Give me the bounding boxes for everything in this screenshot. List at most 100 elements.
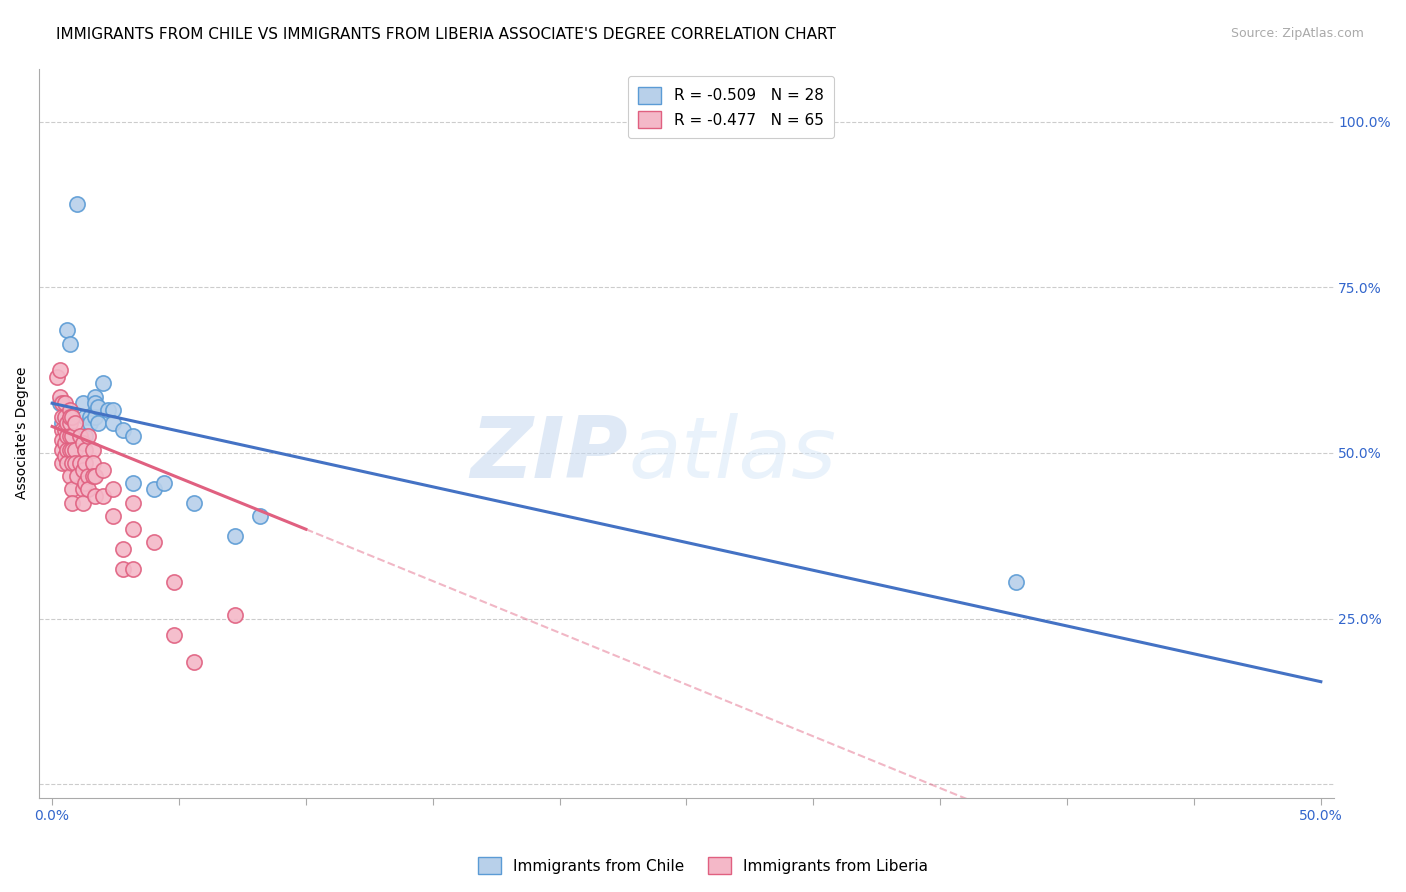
Point xyxy=(122,496,145,510)
Point xyxy=(56,429,79,443)
Point xyxy=(46,369,69,384)
Point xyxy=(249,508,271,523)
Point xyxy=(53,450,76,464)
Point xyxy=(72,496,94,510)
Point xyxy=(101,403,124,417)
Point xyxy=(53,423,76,437)
Legend: R = -0.509   N = 28, R = -0.477   N = 65: R = -0.509 N = 28, R = -0.477 N = 65 xyxy=(627,76,834,138)
Point xyxy=(97,403,120,417)
Point xyxy=(76,469,98,483)
Point xyxy=(69,429,91,443)
Point xyxy=(76,483,98,497)
Point xyxy=(56,323,79,337)
Point xyxy=(75,409,97,424)
Point xyxy=(51,456,73,470)
Point xyxy=(224,529,246,543)
Point xyxy=(53,396,76,410)
Point xyxy=(72,396,94,410)
Point xyxy=(101,483,124,497)
Point xyxy=(79,416,101,430)
Point xyxy=(56,442,79,457)
Point xyxy=(152,475,174,490)
Point xyxy=(60,429,83,443)
Point xyxy=(142,535,165,549)
Point xyxy=(60,456,83,470)
Point xyxy=(75,429,97,443)
Point xyxy=(91,462,114,476)
Point xyxy=(84,390,107,404)
Point xyxy=(53,409,76,424)
Point xyxy=(76,429,98,443)
Point xyxy=(82,442,104,457)
Legend: Immigrants from Chile, Immigrants from Liberia: Immigrants from Chile, Immigrants from L… xyxy=(472,851,934,880)
Point xyxy=(48,363,70,377)
Point xyxy=(87,416,110,430)
Point xyxy=(53,436,76,450)
Point xyxy=(60,496,83,510)
Point xyxy=(60,442,83,457)
Point xyxy=(59,469,82,483)
Point xyxy=(51,423,73,437)
Point xyxy=(224,608,246,623)
Point xyxy=(84,469,107,483)
Point xyxy=(48,390,70,404)
Text: ZIP: ZIP xyxy=(471,414,628,497)
Point xyxy=(59,429,82,443)
Point xyxy=(112,542,135,557)
Point xyxy=(75,475,97,490)
Point xyxy=(51,433,73,447)
Point xyxy=(63,456,86,470)
Point xyxy=(84,409,107,424)
Point xyxy=(87,400,110,414)
Point xyxy=(51,396,73,410)
Point xyxy=(101,416,124,430)
Point xyxy=(75,456,97,470)
Point xyxy=(56,416,79,430)
Point xyxy=(72,483,94,497)
Point xyxy=(84,489,107,503)
Point xyxy=(91,489,114,503)
Point xyxy=(122,475,145,490)
Point xyxy=(163,575,186,590)
Point xyxy=(63,416,86,430)
Point xyxy=(72,436,94,450)
Point xyxy=(60,483,83,497)
Point xyxy=(82,469,104,483)
Point xyxy=(122,429,145,443)
Point xyxy=(82,456,104,470)
Y-axis label: Associate's Degree: Associate's Degree xyxy=(15,367,30,500)
Point xyxy=(1005,575,1028,590)
Point xyxy=(51,416,73,430)
Point xyxy=(51,442,73,457)
Point xyxy=(122,522,145,536)
Point xyxy=(84,396,107,410)
Point xyxy=(112,562,135,576)
Text: atlas: atlas xyxy=(628,414,837,497)
Point xyxy=(75,442,97,457)
Point xyxy=(122,562,145,576)
Point xyxy=(59,416,82,430)
Text: Source: ZipAtlas.com: Source: ZipAtlas.com xyxy=(1230,27,1364,40)
Point xyxy=(51,409,73,424)
Point xyxy=(142,483,165,497)
Point xyxy=(66,197,89,211)
Point xyxy=(63,442,86,457)
Text: IMMIGRANTS FROM CHILE VS IMMIGRANTS FROM LIBERIA ASSOCIATE'S DEGREE CORRELATION : IMMIGRANTS FROM CHILE VS IMMIGRANTS FROM… xyxy=(56,27,837,42)
Point xyxy=(48,396,70,410)
Point xyxy=(101,508,124,523)
Point xyxy=(59,409,82,424)
Point xyxy=(79,409,101,424)
Point xyxy=(183,655,205,669)
Point xyxy=(112,423,135,437)
Point xyxy=(59,403,82,417)
Point xyxy=(163,628,186,642)
Point xyxy=(69,456,91,470)
Point xyxy=(59,336,82,351)
Point xyxy=(66,469,89,483)
Point xyxy=(72,462,94,476)
Point xyxy=(60,409,83,424)
Point xyxy=(56,456,79,470)
Point xyxy=(91,376,114,391)
Point xyxy=(59,442,82,457)
Point xyxy=(183,496,205,510)
